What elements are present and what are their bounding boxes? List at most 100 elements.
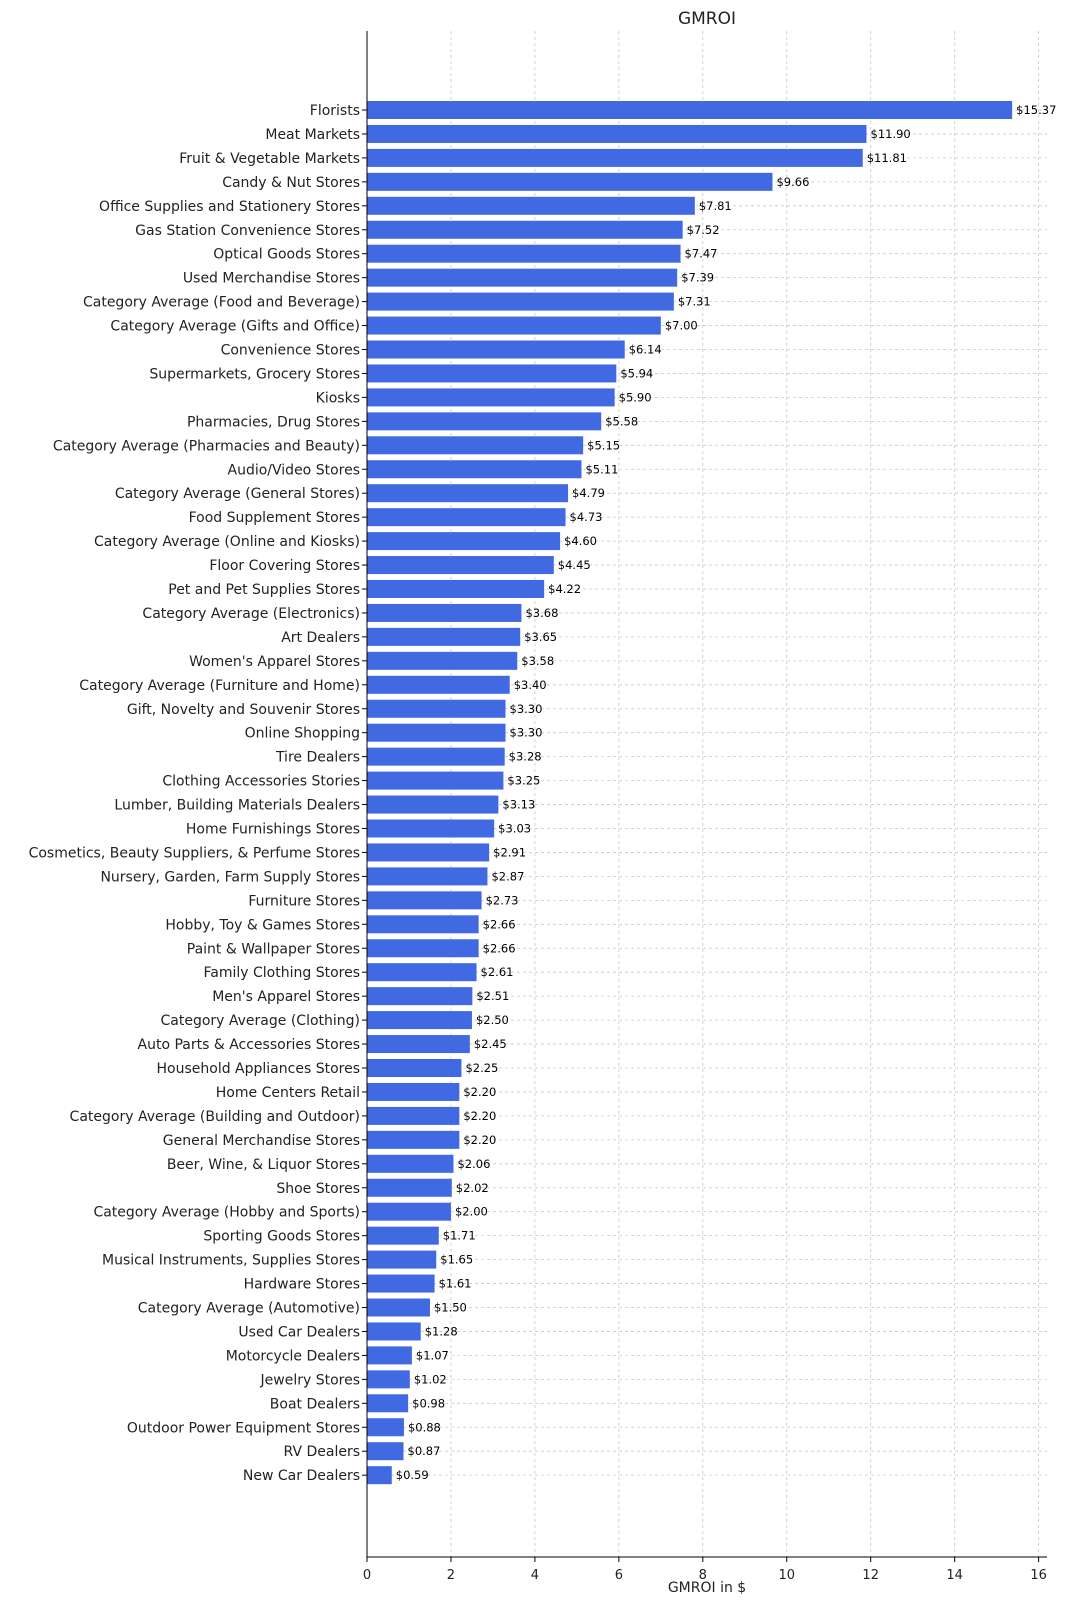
y-tick-label: Category Average (Hobby and Sports) xyxy=(93,1205,360,1221)
bar-value-label: $11.81 xyxy=(867,151,907,165)
bar xyxy=(367,1298,430,1317)
bar xyxy=(367,292,674,311)
bar-value-label: $0.88 xyxy=(408,1420,441,1434)
y-tick-label: Auto Parts & Accessories Stores xyxy=(138,1037,361,1053)
bar-value-label: $7.52 xyxy=(687,223,720,237)
bar xyxy=(367,987,473,1006)
bar xyxy=(367,1418,404,1437)
y-tick-label: Furniture Stores xyxy=(248,893,360,909)
bar xyxy=(367,1226,439,1245)
y-tick-label: Category Average (Building and Outdoor) xyxy=(70,1109,360,1125)
bar-value-label: $3.30 xyxy=(510,702,543,716)
bar xyxy=(367,1130,460,1149)
bar xyxy=(367,101,1013,119)
y-tick-label: Food Supplement Stores xyxy=(189,510,360,526)
x-ticks-group: 0 2 4 6 8 10 12 14 16 xyxy=(363,1557,1047,1583)
y-tick-labels-group: Florists Meat Markets Fruit & Vegetable Ma… xyxy=(29,103,367,1484)
bar xyxy=(367,1394,409,1413)
y-tick-label: Kiosks xyxy=(316,390,360,406)
bar-value-label: $11.90 xyxy=(871,127,911,141)
bar-value-label: $1.50 xyxy=(434,1301,467,1315)
y-tick-label: Category Average (Automotive) xyxy=(138,1301,360,1317)
bar xyxy=(367,603,522,622)
bar-value-label: $0.87 xyxy=(408,1444,441,1458)
bar xyxy=(367,148,863,167)
bar xyxy=(367,1250,437,1269)
bar-value-label: $3.03 xyxy=(498,822,531,836)
x-tick-label: 6 xyxy=(615,1568,623,1583)
y-tick-label: Used Car Dealers xyxy=(238,1324,360,1340)
bar-value-label: $5.58 xyxy=(605,414,638,428)
y-tick-label: Category Average (Online and Kiosks) xyxy=(94,534,360,550)
x-tick-label: 2 xyxy=(447,1568,455,1583)
y-tick-label: Beer, Wine, & Liquor Stores xyxy=(167,1157,360,1173)
bar-value-label: $2.02 xyxy=(456,1181,489,1195)
y-tick-label: Audio/Video Stores xyxy=(228,462,360,478)
y-tick-label: Category Average (Furniture and Home) xyxy=(79,678,360,694)
bar-value-label: $6.14 xyxy=(629,343,662,357)
bar-value-label: $7.81 xyxy=(699,199,732,213)
y-tick-label: Cosmetics, Beauty Suppliers, & Perfume S… xyxy=(29,845,360,861)
bar xyxy=(367,723,506,742)
bar xyxy=(367,316,661,335)
y-tick-label: Convenience Stores xyxy=(221,343,360,359)
y-tick-label: Paint & Wallpaper Stores xyxy=(187,941,360,957)
y-tick-label: Motorcycle Dealers xyxy=(226,1348,360,1364)
y-tick-label: Floor Covering Stores xyxy=(209,558,360,574)
bar xyxy=(367,867,488,886)
bar-value-label: $5.11 xyxy=(585,462,618,476)
y-tick-label: Gift, Novelty and Souvenir Stores xyxy=(127,702,360,718)
y-tick-label: Family Clothing Stores xyxy=(204,965,361,981)
x-tick-label: 0 xyxy=(363,1568,371,1583)
bar xyxy=(367,1011,472,1030)
y-tick-label: Musical Instruments, Supplies Stores xyxy=(102,1253,360,1269)
bar-value-label: $3.68 xyxy=(525,606,558,620)
bar xyxy=(367,556,554,575)
y-tick-label: Gas Station Convenience Stores xyxy=(135,223,360,239)
bar-value-label: $5.15 xyxy=(587,438,620,452)
y-tick-label: Clothing Accessories Stories xyxy=(162,774,360,790)
bar-value-label: $2.06 xyxy=(457,1157,490,1171)
y-tick-label: Hobby, Toy & Games Stores xyxy=(165,917,360,933)
y-tick-label: New Car Dealers xyxy=(243,1468,360,1484)
bar-value-label: $5.90 xyxy=(619,390,652,404)
bar xyxy=(367,819,495,838)
bar xyxy=(367,675,510,694)
y-tick-label: Online Shopping xyxy=(245,726,360,742)
bar-value-label: $2.50 xyxy=(476,1013,509,1027)
bar xyxy=(367,1082,460,1101)
y-tick-label: Household Appliances Stores xyxy=(157,1061,360,1077)
bar-value-label: $15.37 xyxy=(1016,103,1056,117)
bar-value-label: $3.65 xyxy=(524,630,557,644)
bar xyxy=(367,795,499,814)
y-tick-label: Boat Dealers xyxy=(270,1396,360,1412)
bar-value-label: $2.20 xyxy=(463,1085,496,1099)
bar xyxy=(367,508,566,527)
bar-value-label: $0.98 xyxy=(412,1396,445,1410)
x-axis-label: GMROI in $ xyxy=(668,1580,746,1596)
y-tick-label: Men's Apparel Stores xyxy=(212,989,360,1005)
y-tick-label: Category Average (Electronics) xyxy=(142,606,360,622)
y-tick-label: Nursery, Garden, Farm Supply Stores xyxy=(100,869,360,885)
bar xyxy=(367,532,561,551)
y-tick-label: RV Dealers xyxy=(283,1444,360,1460)
y-tick-label: Category Average (Gifts and Office) xyxy=(110,319,360,335)
bar-value-label: $3.58 xyxy=(521,654,554,668)
bar xyxy=(367,1274,435,1293)
y-tick-label: Category Average (Clothing) xyxy=(160,1013,360,1029)
bar-value-label: $7.31 xyxy=(678,295,711,309)
bar xyxy=(367,1154,454,1173)
bar xyxy=(367,915,479,934)
bar xyxy=(367,364,617,383)
bar-value-label: $1.07 xyxy=(416,1348,449,1362)
x-tick-label: 4 xyxy=(531,1568,539,1583)
bar xyxy=(367,747,505,766)
bar xyxy=(367,124,867,143)
y-tick-label: Category Average (Food and Beverage) xyxy=(83,295,360,311)
y-tick-label: Lumber, Building Materials Dealers xyxy=(114,798,360,814)
y-tick-label: Jewelry Stores xyxy=(260,1372,360,1388)
bar xyxy=(367,651,518,670)
bar-value-label: $4.22 xyxy=(548,582,581,596)
bar-value-label: $7.47 xyxy=(685,247,718,261)
bar xyxy=(367,412,602,431)
